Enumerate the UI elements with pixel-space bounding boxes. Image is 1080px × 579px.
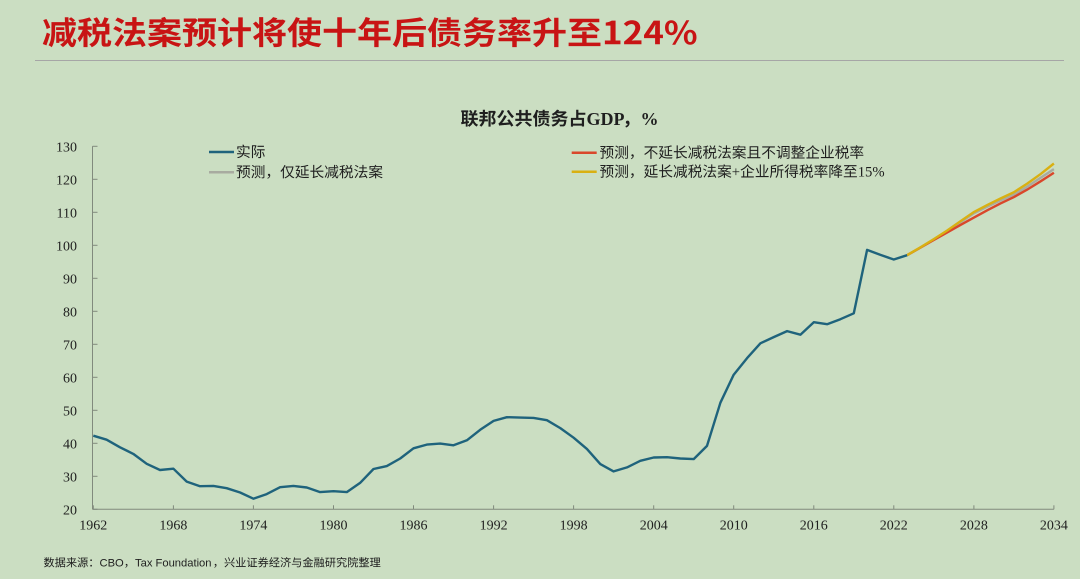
svg-text:70: 70 [63,339,77,354]
svg-text:40: 40 [63,438,77,453]
svg-text:GDP: GDP [587,109,625,129]
svg-text:1992: 1992 [480,519,508,534]
svg-text:15%: 15% [858,165,885,181]
svg-text:80: 80 [63,306,77,321]
svg-text:2016: 2016 [800,519,828,534]
svg-text:1980: 1980 [320,519,348,534]
svg-text:CBO: CBO [100,558,125,570]
svg-text:100: 100 [56,240,77,255]
svg-text:1962: 1962 [79,519,107,534]
svg-text:60: 60 [63,372,77,387]
svg-text:50: 50 [63,405,77,420]
svg-text:130: 130 [56,141,77,156]
svg-text:1986: 1986 [400,519,428,534]
svg-text:1968: 1968 [159,519,187,534]
svg-text:20: 20 [63,504,77,519]
svg-text:2028: 2028 [960,519,988,534]
svg-text:Tax Foundation: Tax Foundation [135,558,212,570]
svg-text:%: % [641,109,659,129]
svg-text:2034: 2034 [1040,519,1068,534]
svg-text:30: 30 [63,471,77,486]
svg-text:2004: 2004 [640,519,668,534]
svg-text:90: 90 [63,273,77,288]
svg-text:1974: 1974 [239,519,267,534]
svg-text:1998: 1998 [560,519,588,534]
svg-text:110: 110 [57,207,77,222]
svg-text:120: 120 [56,174,77,189]
svg-text:+: + [732,165,740,181]
svg-text:2010: 2010 [720,519,748,534]
svg-text:2022: 2022 [880,519,908,534]
